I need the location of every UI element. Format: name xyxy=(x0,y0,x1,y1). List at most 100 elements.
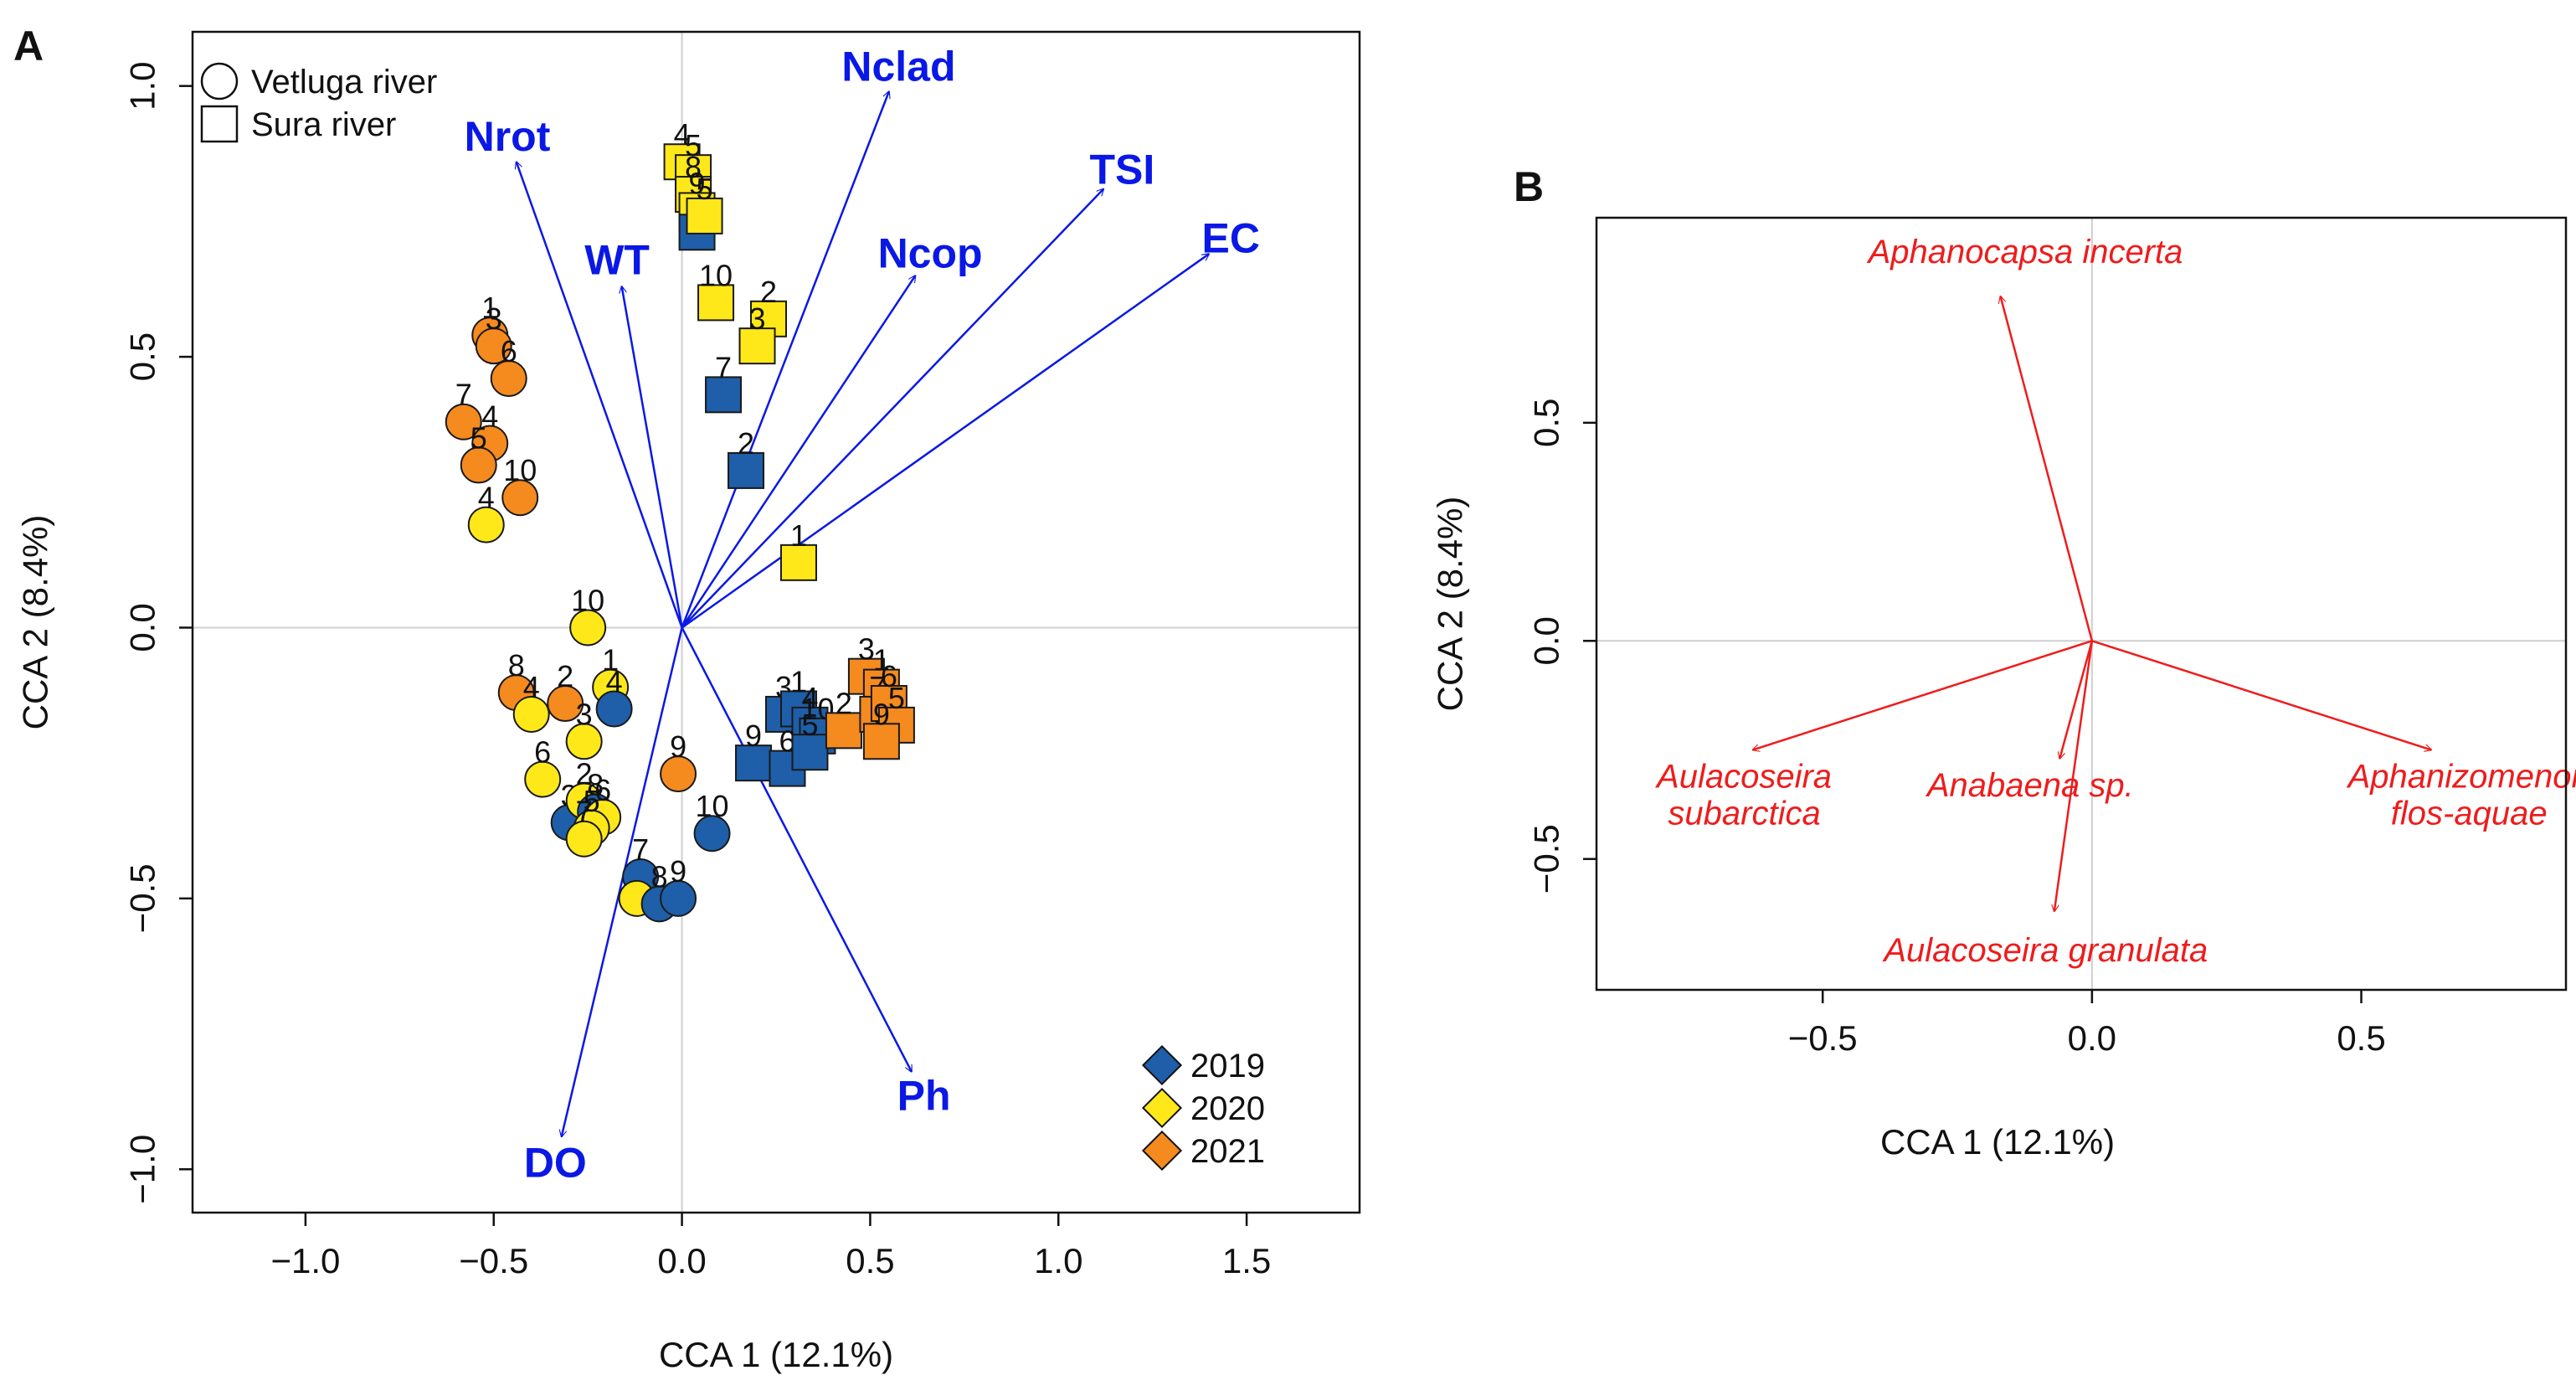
arrow-ncop xyxy=(681,276,916,629)
x-tick-label: −0.5 xyxy=(459,1241,528,1280)
panel-b: B Aphanocapsa incerta Aulacoseira subarctic… xyxy=(1431,163,2576,1162)
legend-diamond-2019 xyxy=(1141,1044,1183,1086)
data-point-circle xyxy=(565,820,603,858)
x-tick-label: 1.5 xyxy=(1222,1241,1271,1280)
point-label: 7 xyxy=(632,832,649,867)
point-label: 4 xyxy=(674,117,691,152)
arrow-wt xyxy=(622,286,683,628)
data-point-circle xyxy=(569,609,607,646)
legend-sura-label: Sura river xyxy=(251,106,396,143)
x-tick-label: 1.0 xyxy=(1034,1241,1082,1280)
data-point-circle xyxy=(475,327,512,365)
data-point-square xyxy=(862,723,900,760)
data-point-circle xyxy=(512,695,550,733)
data-point-square xyxy=(738,327,776,365)
y-tick-label: 0.0 xyxy=(123,603,162,652)
x-tick-label-b: 0.5 xyxy=(2337,1018,2385,1058)
species-arrow-aulacoseira-granulata xyxy=(2054,641,2094,911)
arrow-label-nrot: Nrot xyxy=(465,113,551,160)
point-label: 9 xyxy=(873,697,890,731)
species-label-aulacoseira-subarctica: Aulacoseira subarctica xyxy=(1655,759,1832,832)
arrow-label-do: DO xyxy=(524,1140,587,1187)
point-label: 4 xyxy=(523,670,540,704)
point-label: 10 xyxy=(699,258,733,292)
plot-frame-a xyxy=(191,30,1361,1214)
data-point-circle xyxy=(660,879,697,917)
point-label: 2 xyxy=(576,756,593,791)
data-point-circle xyxy=(501,479,539,517)
legend-diamond-2020 xyxy=(1141,1087,1183,1129)
y-tick-label: −0.5 xyxy=(123,863,162,933)
x-tick-label-b: 0.0 xyxy=(2068,1018,2116,1058)
point-label: 1 xyxy=(481,291,498,325)
point-label: 7 xyxy=(715,350,732,384)
legend-circle-icon xyxy=(200,62,239,100)
legend-year-label: 2019 xyxy=(1190,1048,1265,1084)
panel-a-letter: A xyxy=(13,23,44,70)
point-label: 9 xyxy=(689,166,706,200)
legend-diamond-2021 xyxy=(1141,1130,1183,1172)
point-label: 7 xyxy=(455,378,472,412)
arrow-tsi xyxy=(681,189,1104,629)
data-point-circle xyxy=(445,403,482,440)
data-point-circle xyxy=(524,760,562,798)
arrow-label-ph: Ph xyxy=(897,1072,951,1119)
point-label: 8 xyxy=(651,859,668,894)
point-label: 8 xyxy=(685,150,702,184)
point-label: 5 xyxy=(584,784,600,818)
x-tick-label-b: −0.5 xyxy=(1788,1018,1858,1058)
x-axis-label: CCA 1 (12.1%) xyxy=(659,1335,893,1374)
x-tick-label: 0.5 xyxy=(846,1241,894,1280)
x-axis-label-b: CCA 1 (12.1%) xyxy=(1880,1122,2115,1162)
y-axis-label-b: CCA 2 (8.4%) xyxy=(1431,497,1470,712)
point-label: 3 xyxy=(486,301,502,336)
data-point-circle xyxy=(467,506,505,543)
point-label: 4 xyxy=(606,664,623,698)
point-label: 3 xyxy=(749,301,766,336)
point-label: 7 xyxy=(576,795,593,829)
x-tick-label: 0.0 xyxy=(657,1241,706,1280)
point-label: 5 xyxy=(470,420,487,455)
point-label: 9 xyxy=(670,854,686,889)
data-point-square xyxy=(686,197,723,234)
data-point-square xyxy=(728,451,765,489)
species-arrow-aulacoseira-subarctica xyxy=(1753,640,2093,750)
data-point-circle xyxy=(565,723,603,760)
arrow-ec xyxy=(681,254,1210,629)
legend-vetluga-label: Vetluga river xyxy=(251,64,437,100)
arrow-nclad xyxy=(681,91,889,628)
point-label: 8 xyxy=(508,648,525,683)
point-label: 5 xyxy=(801,708,818,742)
species-label-aphanizomenon-flos-aquae: Aphanizomenon flos-aquae xyxy=(2347,759,2576,832)
arrow-label-ncop: Ncop xyxy=(878,229,983,276)
point-label: 4 xyxy=(478,481,495,515)
legend-square-icon xyxy=(200,105,239,143)
y-tick-label-b: 0.5 xyxy=(1527,399,1566,447)
data-point-square xyxy=(791,734,829,771)
point-label: 4 xyxy=(481,399,498,434)
point-label: 6 xyxy=(594,773,611,807)
point-label: 9 xyxy=(670,729,686,764)
point-label: 3 xyxy=(858,632,875,667)
y-tick-label-b: −0.5 xyxy=(1527,824,1566,894)
point-label: 10 xyxy=(571,583,604,617)
x-tick-label: −1.0 xyxy=(270,1241,340,1280)
point-label: 2 xyxy=(760,275,777,309)
legend-year-label: 2021 xyxy=(1190,1133,1265,1170)
point-label: 5 xyxy=(888,681,905,715)
point-label: 5 xyxy=(697,172,713,206)
data-point-circle xyxy=(547,685,584,723)
point-label: 4 xyxy=(801,681,818,715)
point-label: 10 xyxy=(503,453,537,487)
y-tick-label: 1.0 xyxy=(123,61,162,110)
arrow-label-ec: EC xyxy=(1202,215,1260,262)
data-point-square xyxy=(697,284,735,322)
point-label: 1 xyxy=(790,518,807,553)
point-label: 6 xyxy=(881,659,897,693)
point-label: 6 xyxy=(534,735,551,770)
y-tick-label-b: 0.0 xyxy=(1527,616,1566,665)
species-label-aphanocapsa-incerta: Aphanocapsa incerta xyxy=(1867,234,2183,270)
arrow-nrot xyxy=(517,162,683,628)
point-label: 1 xyxy=(873,643,890,677)
